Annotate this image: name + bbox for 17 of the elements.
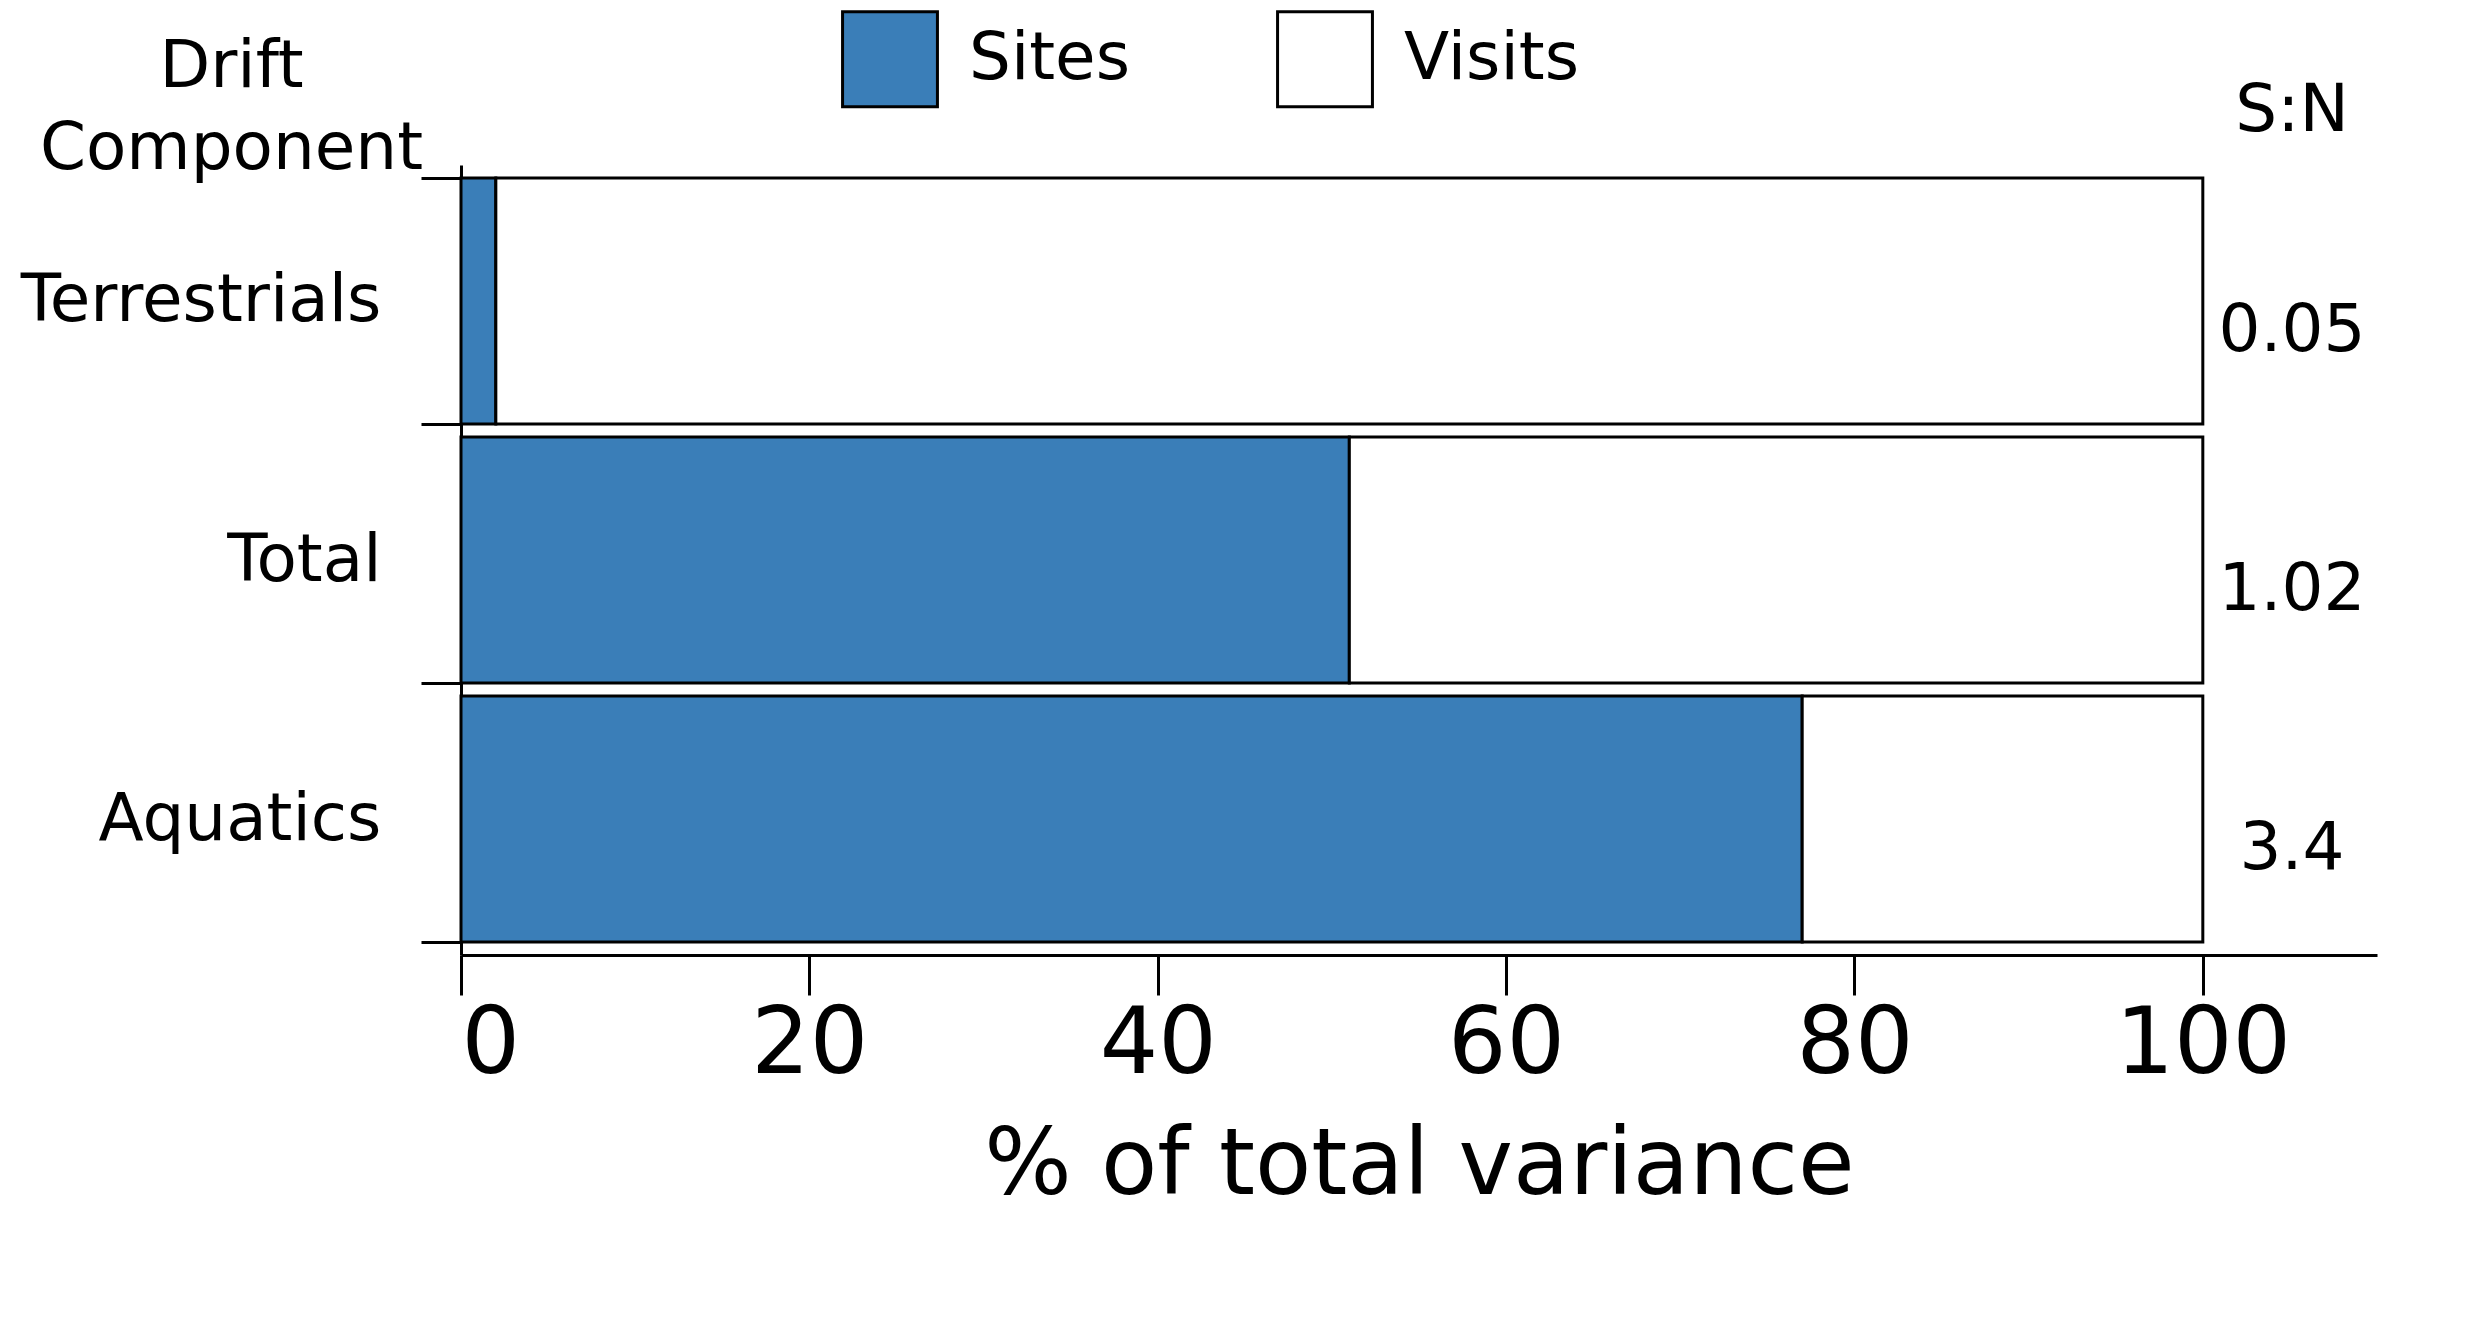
- x-tick-label: 100: [2115, 987, 2292, 1095]
- legend-label: Sites: [969, 18, 1131, 96]
- text: S:N: [2235, 70, 2349, 147]
- x-tick-label: 60: [1448, 987, 1566, 1095]
- x-tick-label: 40: [1099, 987, 1217, 1095]
- x-tick-label: 20: [751, 987, 869, 1095]
- y-tick-label: Aquatics: [98, 778, 382, 856]
- annotation: 0.05: [2218, 289, 2366, 367]
- annotation: 1.02: [2218, 549, 2366, 626]
- x-axis-title: % of total variance: [984, 1108, 1855, 1216]
- y-axis-title: Drift Component: [39, 25, 424, 185]
- legend-label: Visits: [1404, 18, 1580, 96]
- x-tick-label: 0: [461, 987, 521, 1095]
- x-tick-label: 80: [1796, 987, 1914, 1095]
- y-tick-label: Total: [226, 519, 382, 597]
- annotation: 3.4: [2239, 808, 2345, 886]
- y-tick-label: Terrestrials: [19, 260, 382, 338]
